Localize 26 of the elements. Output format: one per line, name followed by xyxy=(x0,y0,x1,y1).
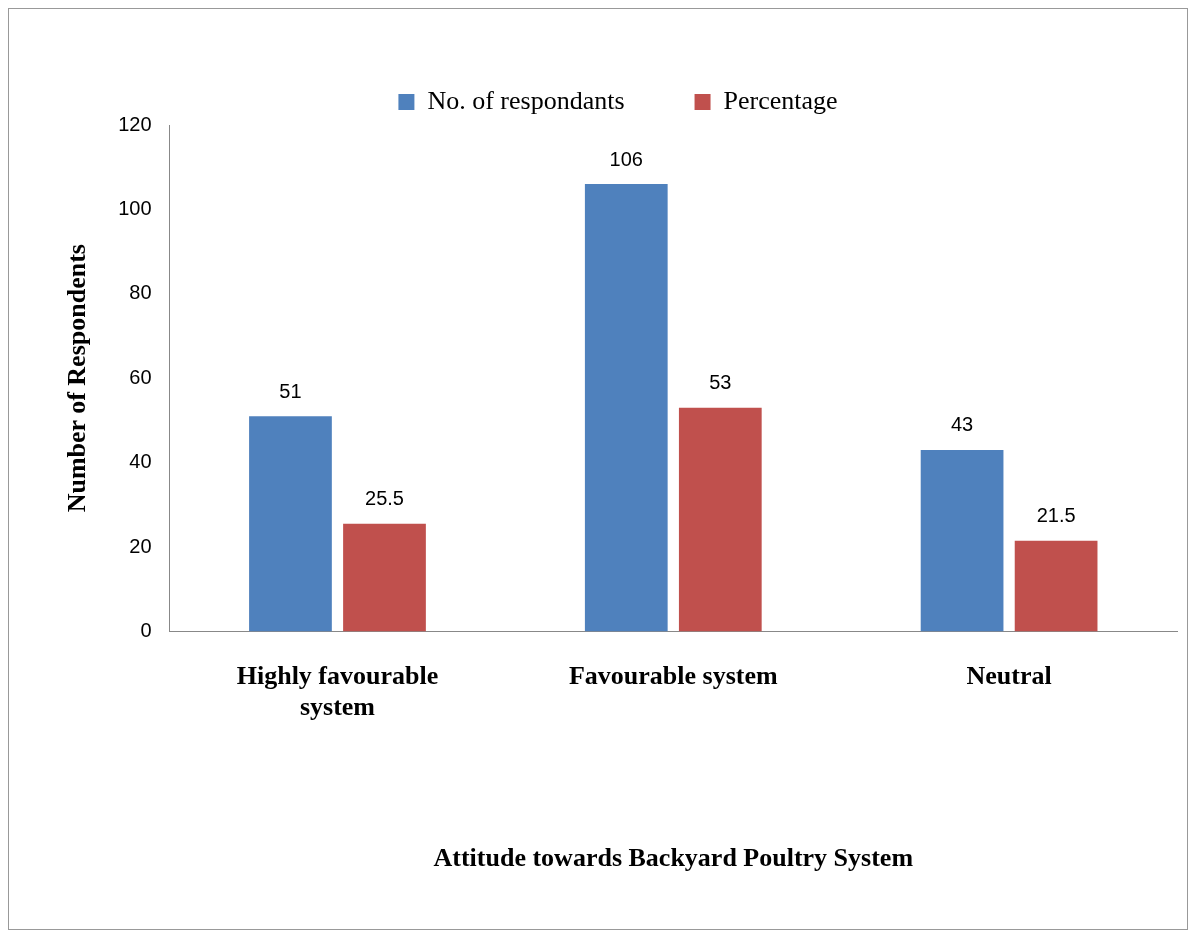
y-tick-label: 40 xyxy=(129,450,152,473)
data-label: 51 xyxy=(279,379,302,402)
legend-label: No. of respondants xyxy=(427,85,625,115)
x-tick-label: Neutral xyxy=(966,660,1052,690)
y-tick-label: 20 xyxy=(129,534,152,557)
bar xyxy=(343,523,426,632)
data-label: 25.5 xyxy=(365,487,404,510)
x-tick-label: Favourable system xyxy=(568,660,778,690)
y-tick-label: 100 xyxy=(118,196,152,219)
data-label: 43 xyxy=(950,413,974,436)
bar xyxy=(584,184,668,632)
data-label: 21.5 xyxy=(1036,504,1076,527)
x-tick-label: Highly favourable system xyxy=(236,660,439,721)
bar xyxy=(920,449,1004,632)
y-axis-title: Number of Respondents xyxy=(62,244,92,513)
data-label: 53 xyxy=(709,371,732,394)
legend-label: Percentage xyxy=(723,85,838,115)
x-axis-title: Attitude towards Backyard Poultry System xyxy=(433,843,914,873)
y-tick-label: 60 xyxy=(129,365,152,388)
data-label: 106 xyxy=(609,147,643,170)
y-tick-label: 80 xyxy=(129,281,152,304)
bar xyxy=(678,407,762,632)
bar xyxy=(1014,540,1098,632)
bar xyxy=(249,416,332,632)
y-tick-label: 120 xyxy=(118,112,152,135)
y-tick-label: 0 xyxy=(140,618,152,641)
